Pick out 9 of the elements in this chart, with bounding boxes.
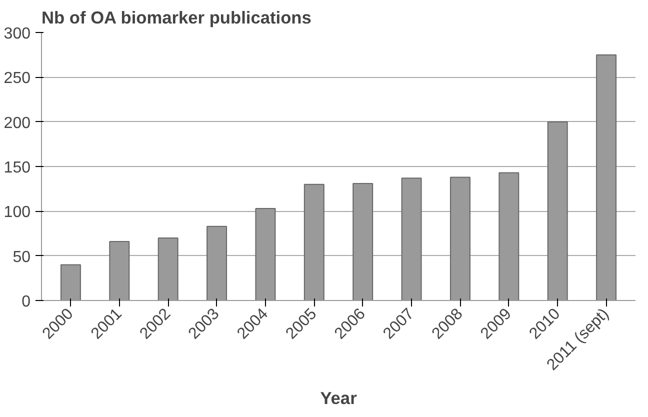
y-tick-label: 300 xyxy=(4,26,31,42)
x-axis-title: Year xyxy=(320,388,358,408)
y-tick-label: 150 xyxy=(4,160,31,176)
y-tick-label: 50 xyxy=(12,248,31,266)
y-tick-label: 0 xyxy=(22,294,31,310)
y-tick-label: 200 xyxy=(4,114,31,132)
chart-title: Nb of OA biomarker publications xyxy=(42,8,312,28)
y-tick-label: 250 xyxy=(4,70,31,88)
y-tick-label: 100 xyxy=(4,204,31,222)
